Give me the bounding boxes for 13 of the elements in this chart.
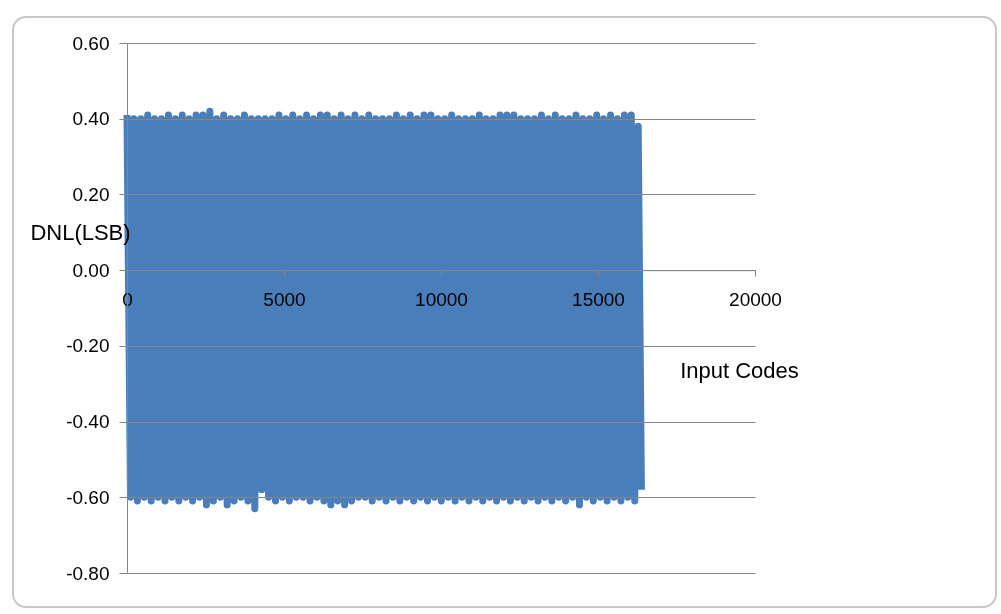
x-axis-title: Input Codes — [680, 357, 799, 383]
y-tick-label: 0.20 — [72, 183, 110, 205]
y-tick-label: -0.60 — [66, 486, 110, 508]
y-tick-label: -0.20 — [66, 335, 110, 357]
x-tick-label: 15000 — [572, 288, 625, 310]
x-tick-label: 10000 — [415, 288, 468, 310]
y-tick-label: 0.40 — [72, 108, 110, 130]
y-tick-label: -0.40 — [66, 411, 110, 433]
x-tick-label: 5000 — [263, 288, 306, 310]
y-tick-label: 0.00 — [72, 259, 110, 281]
x-tick-label: 20000 — [729, 288, 782, 310]
y-tick-label: -0.80 — [66, 562, 110, 584]
y-tick-label: 0.60 — [72, 32, 110, 54]
